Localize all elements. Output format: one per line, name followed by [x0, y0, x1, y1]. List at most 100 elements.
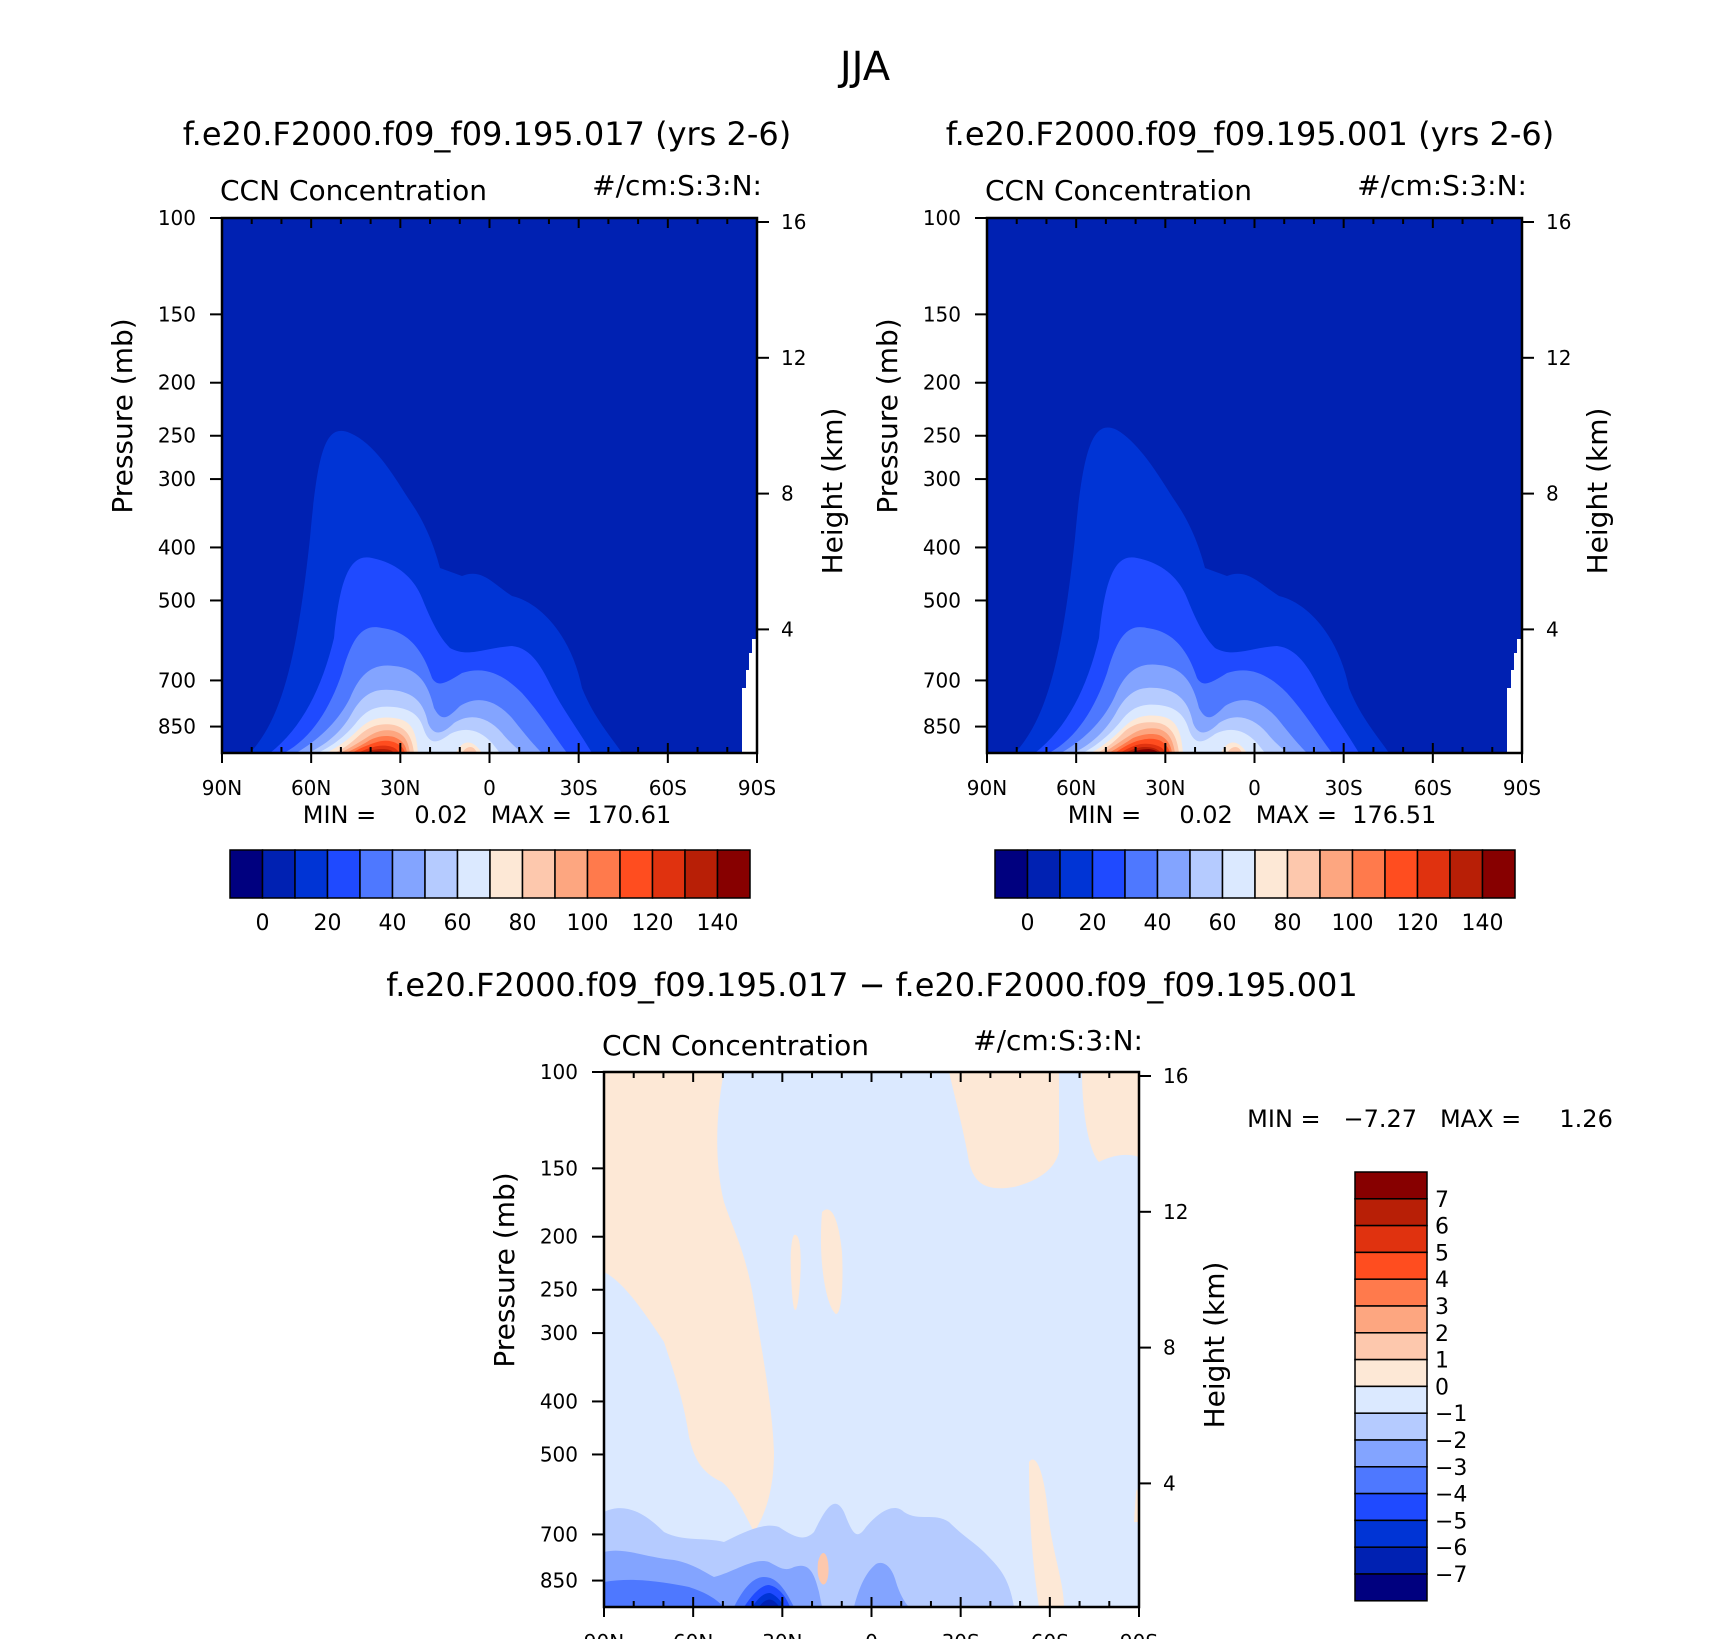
panel-2-x-tick-labels: 90N 60N 30N 0 30S 60S 90S — [967, 776, 1541, 800]
panel-1-x-tick-marks — [221, 218, 758, 763]
pressure-tick-label: 700 — [923, 668, 961, 692]
height-tick-label: 12 — [781, 346, 806, 370]
colorbar-label: 3 — [1435, 1295, 1449, 1320]
x-tick-label: 90N — [202, 776, 242, 800]
panel-1-colorbar-labels: 0 20 40 60 80 100 120 140 — [256, 911, 739, 936]
pressure-tick-label: 400 — [540, 1389, 578, 1413]
pressure-tick-label: 250 — [923, 424, 961, 448]
panel-3-colorbar — [1354, 1171, 1428, 1602]
x-tick-label: 30N — [1145, 776, 1185, 800]
height-tick-label: 4 — [1546, 617, 1559, 641]
colorbar-box — [1354, 1385, 1428, 1414]
figure-title: JJA — [837, 44, 891, 90]
panel-3-ylabel-right: Height (km) — [1198, 1262, 1231, 1429]
height-tick-label: 12 — [1163, 1200, 1188, 1224]
colorbar-box — [1416, 849, 1451, 899]
x-tick-label: 60N — [291, 776, 331, 800]
x-tick-label: 30N — [380, 776, 420, 800]
panel-3-ylabel: Pressure (mb) — [488, 1172, 521, 1367]
colorbar-box — [619, 849, 654, 899]
colorbar-label: 120 — [1397, 911, 1439, 936]
panel-2-height-ticks: 16 12 8 4 — [1522, 210, 1571, 641]
colorbar-box — [1254, 849, 1289, 899]
colorbar-box — [1189, 849, 1224, 899]
pressure-tick-label: 500 — [158, 588, 196, 612]
panel-1-right-label: #/cm:S:3:N: — [592, 169, 762, 202]
colorbar-label: 100 — [1332, 911, 1374, 936]
colorbar-box — [716, 849, 751, 899]
colorbar-box — [1354, 1439, 1428, 1468]
colorbar-label: 40 — [1144, 911, 1172, 936]
pressure-tick-label: 200 — [158, 371, 196, 395]
pressure-tick-label: 200 — [923, 371, 961, 395]
panel-3-left-label: CCN Concentration — [602, 1029, 869, 1062]
colorbar-label: 0 — [1435, 1375, 1449, 1400]
pressure-tick-label: 500 — [540, 1442, 578, 1466]
panel-3-positive-region-near-surface — [1029, 1459, 1139, 1607]
colorbar-box — [1091, 849, 1126, 899]
panel-1-plot-area: 90N 60N 30N 0 30S 60S 90S 100 150 200 250 300 400 50… — [106, 206, 849, 829]
colorbar-label: 20 — [314, 911, 342, 936]
panel-2-pressure-ticks: 100 150 200 250 300 400 500 700 850 — [923, 206, 987, 739]
colorbar-box — [521, 849, 556, 899]
colorbar-label: 7 — [1435, 1188, 1449, 1213]
x-tick-label: 90N — [584, 1630, 624, 1639]
colorbar-label: 0 — [256, 911, 270, 936]
colorbar-box — [1286, 849, 1321, 899]
pressure-tick-label: 250 — [540, 1278, 578, 1302]
panel-2-plot-area: 90N 60N 30N 0 30S 60S 90S 100 150 200 250 300 400 50… — [871, 206, 1614, 829]
panel-2-ylabel-right: Height (km) — [1581, 408, 1614, 575]
colorbar-box — [1319, 849, 1354, 899]
panel-2-right-label: #/cm:S:3:N: — [1357, 169, 1527, 202]
pressure-tick-label: 300 — [540, 1321, 578, 1345]
height-tick-label: 8 — [781, 482, 794, 506]
colorbar-box — [1354, 1224, 1428, 1254]
panel-2-subtitle: f.e20.F2000.f09_f09.195.001 (yrs 2-6) — [946, 115, 1555, 153]
panel-2-stats: MIN = 0.02 MAX = 176.51 — [1068, 801, 1436, 829]
panel-1-x-tick-labels: 90N 60N 30N 0 30S 60S 90S — [202, 776, 776, 800]
colorbar-label: 120 — [632, 911, 674, 936]
colorbar-box — [1354, 1171, 1428, 1200]
panel-2-colorbar-labels: 0 20 40 60 80 100 120 140 — [1021, 911, 1504, 936]
panel-1: f.e20.F2000.f09_f09.195.017 (yrs 2-6) CC… — [106, 115, 849, 936]
colorbar-label: 20 — [1079, 911, 1107, 936]
pressure-tick-label: 400 — [158, 535, 196, 559]
pressure-tick-label: 300 — [158, 467, 196, 491]
colorbar-label: −3 — [1435, 1456, 1467, 1481]
colorbar-box — [1354, 1546, 1428, 1575]
pressure-tick-label: 700 — [540, 1522, 578, 1546]
height-tick-label: 4 — [1163, 1471, 1176, 1495]
colorbar-label: 140 — [1462, 911, 1504, 936]
height-tick-label: 8 — [1163, 1336, 1176, 1360]
height-tick-label: 12 — [1546, 346, 1571, 370]
pressure-tick-label: 400 — [923, 535, 961, 559]
colorbar-label: 4 — [1435, 1268, 1449, 1293]
colorbar-box — [684, 849, 719, 899]
colorbar-box — [1449, 849, 1484, 899]
x-tick-label: 90S — [1120, 1630, 1158, 1639]
colorbar-label: −4 — [1435, 1483, 1467, 1508]
x-tick-label: 60S — [1031, 1630, 1069, 1639]
colorbar-box — [1124, 849, 1159, 899]
panel-3-negative-region-3 — [604, 1577, 794, 1607]
panel-3-right-label: #/cm:S:3:N: — [973, 1024, 1143, 1057]
colorbar-box — [586, 849, 621, 899]
pressure-tick-label: 100 — [923, 206, 961, 230]
colorbar-box — [1221, 849, 1256, 899]
colorbar-box — [359, 849, 394, 899]
x-tick-label: 60N — [673, 1630, 713, 1639]
colorbar-label: 100 — [567, 911, 609, 936]
colorbar-box — [424, 849, 459, 899]
x-tick-label: 60S — [649, 776, 687, 800]
colorbar-box — [1351, 849, 1386, 899]
colorbar-box — [554, 849, 589, 899]
panel-3-contours — [604, 1072, 1139, 1607]
pressure-tick-label: 150 — [158, 302, 196, 326]
panel-1-ylabel: Pressure (mb) — [106, 318, 139, 513]
panel-2: f.e20.F2000.f09_f09.195.001 (yrs 2-6) CC… — [871, 115, 1614, 936]
pressure-tick-label: 150 — [540, 1156, 578, 1180]
colorbar-box — [489, 849, 524, 899]
height-tick-label: 8 — [1546, 482, 1559, 506]
panel-3-subtitle: f.e20.F2000.f09_f09.195.017 − f.e20.F200… — [386, 966, 1358, 1004]
